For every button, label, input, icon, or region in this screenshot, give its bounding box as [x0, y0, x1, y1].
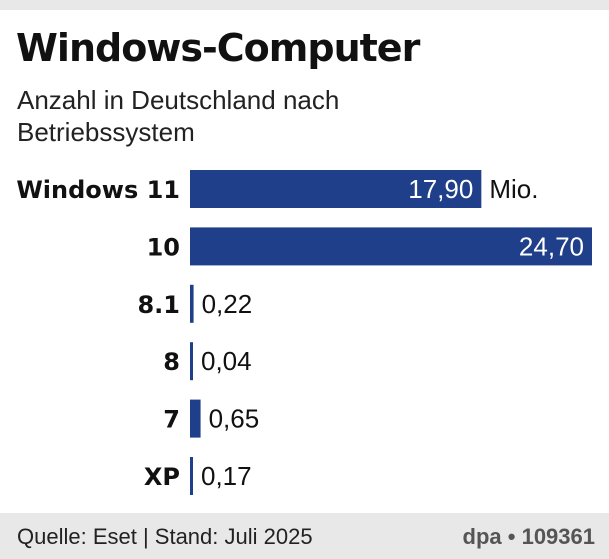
footer: Quelle: Eset | Stand: Juli 2025 dpa • 10… — [0, 513, 609, 559]
chart-subtitle: Anzahl in Deutschland nach Betriebssyste… — [17, 85, 340, 147]
category-label: 8.1 — [137, 291, 180, 319]
unit-label: Mio. — [489, 174, 538, 204]
bar — [190, 284, 194, 323]
value-label: 0,17 — [201, 461, 252, 491]
category-label: 8 — [163, 348, 180, 376]
value-label: 0,65 — [209, 404, 260, 434]
bar — [190, 170, 482, 208]
source-note: Quelle: Eset | Stand: Juli 2025 — [17, 524, 313, 549]
bar — [190, 342, 193, 381]
agency-credit: dpa • 109361 — [462, 524, 595, 549]
category-label: XP — [144, 463, 180, 491]
category-label: 7 — [163, 406, 180, 434]
chart-title: Windows-Computer — [16, 26, 420, 70]
bar — [190, 399, 201, 438]
bar — [190, 457, 193, 495]
value-label: 0,22 — [202, 289, 253, 319]
category-label: 10 — [147, 233, 180, 261]
category-label: Windows 11 — [16, 176, 180, 204]
top-strip — [0, 0, 609, 10]
value-label: 17,90 — [408, 174, 473, 204]
bar — [190, 227, 592, 266]
value-label: 0,04 — [201, 346, 252, 376]
value-label: 24,70 — [519, 231, 584, 261]
bar-chart: Windows 11 17,90 Mio.10 24,708.1 0,228 0,047 0… — [16, 170, 592, 495]
